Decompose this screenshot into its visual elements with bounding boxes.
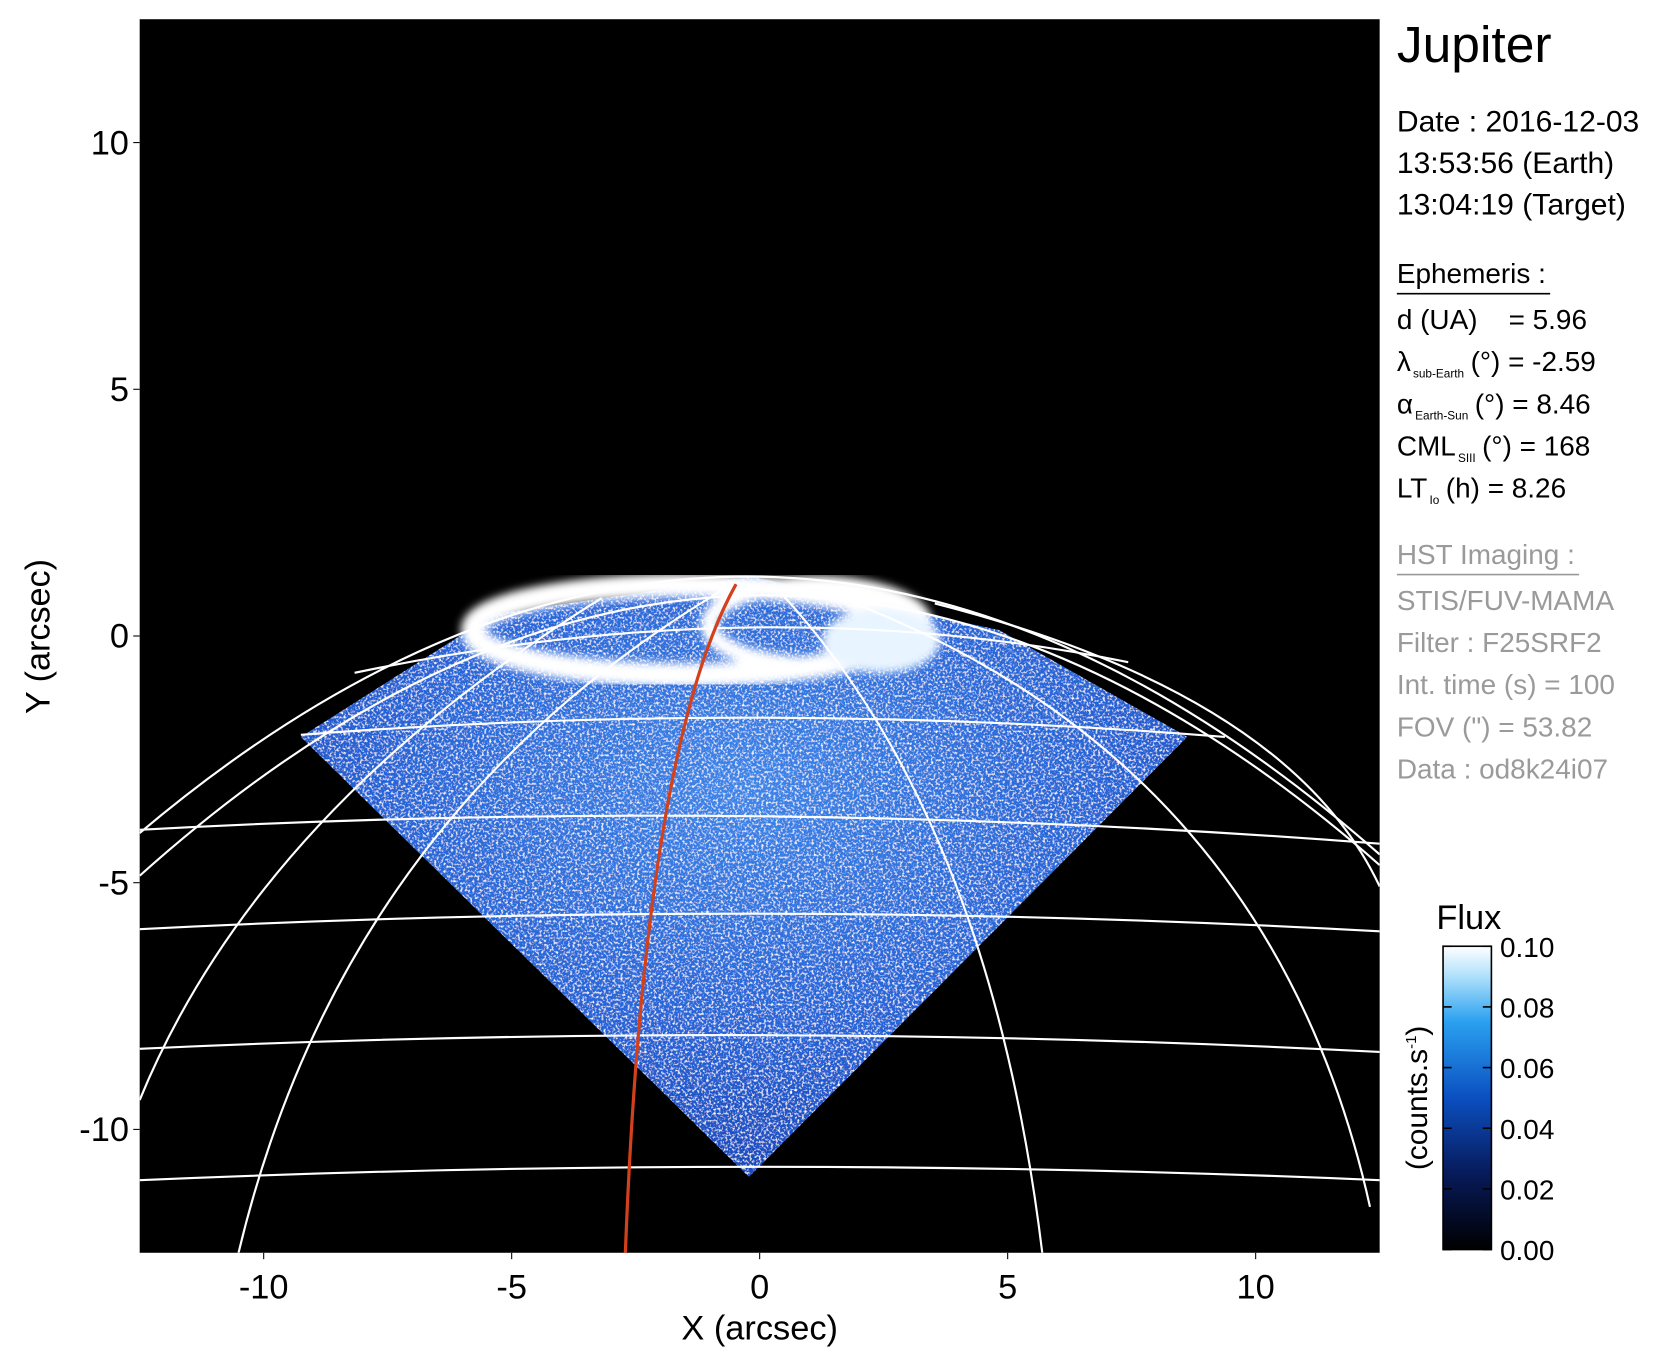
y-tick-label: -10: [79, 1111, 129, 1149]
symbol: λ: [1397, 346, 1411, 377]
colorbar-tick-label: 0.08: [1500, 993, 1554, 1024]
y-axis-label: Y (arcsec): [19, 559, 57, 714]
info-line: λ sub-Earth (°) = -2.59: [1397, 346, 1596, 380]
disk-emission: [300, 576, 1188, 1177]
colorbar-tick-label: 0.00: [1500, 1235, 1554, 1266]
symbol: α: [1397, 388, 1413, 419]
date-line: 13:53:56 (Earth): [1397, 147, 1614, 180]
colorbar: [1442, 945, 1493, 1251]
colorbar-label-text: (counts.s: [1401, 1049, 1434, 1170]
info-line: LT Io (h) = 8.26: [1397, 473, 1566, 507]
x-tick-label: 5: [998, 1269, 1017, 1307]
info-line: CML SIII (°) = 168: [1397, 431, 1590, 465]
image: [139, 573, 1380, 1253]
info-line: Int. time (s) = 100: [1397, 669, 1615, 700]
symbol: CML: [1397, 431, 1456, 462]
subscript: sub-Earth: [1413, 368, 1464, 381]
info-text: (°) = -2.59: [1471, 346, 1596, 377]
y-tick-label: 10: [91, 124, 129, 162]
x-tick-label: 10: [1237, 1269, 1275, 1307]
colorbar-label: (counts.s-1): [1401, 1026, 1434, 1171]
info-text: (h) = 8.26: [1446, 473, 1566, 504]
info-text: (°) = 168: [1482, 431, 1590, 462]
subscript: SIII: [1458, 452, 1476, 465]
info-line: α Earth-Sun (°) = 8.46: [1397, 388, 1591, 422]
aurora: [460, 573, 941, 687]
symbol: LT: [1397, 473, 1428, 504]
colorbar-tick-label: 0.10: [1500, 932, 1554, 963]
info-line: STIS/FUV-MAMA: [1397, 585, 1615, 616]
subscript: Earth-Sun: [1415, 410, 1468, 423]
colorbar-label-end: ): [1401, 1026, 1434, 1036]
y-tick-label: 5: [110, 371, 129, 409]
subscript: Io: [1430, 494, 1440, 507]
section-heading: HST Imaging :: [1397, 539, 1575, 570]
colorbar-tick-label: 0.02: [1500, 1175, 1554, 1206]
y-tick-label: 0: [110, 618, 129, 656]
colorbar-tick-label: 0.04: [1500, 1114, 1554, 1145]
date-line: 13:04:19 (Target): [1397, 189, 1626, 222]
x-tick-label: -10: [239, 1269, 289, 1307]
x-tick-label: -5: [496, 1269, 527, 1307]
colorbar-label-sup: -1: [1403, 1036, 1420, 1049]
grid-overlay: [139, 575, 1380, 1253]
x-axis-label: X (arcsec): [681, 1309, 838, 1347]
info-line: Data : od8k24i07: [1397, 754, 1608, 785]
colorbar-tick-label: 0.06: [1500, 1053, 1554, 1084]
info-text: (°) = 8.46: [1475, 388, 1591, 419]
x-tick-label: 0: [750, 1269, 769, 1307]
info-line: d (UA) = 5.96: [1397, 304, 1587, 335]
chart-root: Jupiter X (arcsec) Y (arcsec) Flux (coun…: [19, 15, 1639, 1347]
colorbar-title: Flux: [1436, 899, 1501, 937]
info-line: FOV (") = 53.82: [1397, 711, 1592, 742]
chart-title: Jupiter: [1397, 15, 1552, 73]
central-meridian: [623, 583, 738, 1253]
section-heading: Ephemeris :: [1397, 258, 1546, 289]
y-tick-label: -5: [98, 865, 129, 903]
info-line: Filter : F25SRF2: [1397, 627, 1602, 658]
date-line: Date : 2016-12-03: [1397, 105, 1639, 138]
